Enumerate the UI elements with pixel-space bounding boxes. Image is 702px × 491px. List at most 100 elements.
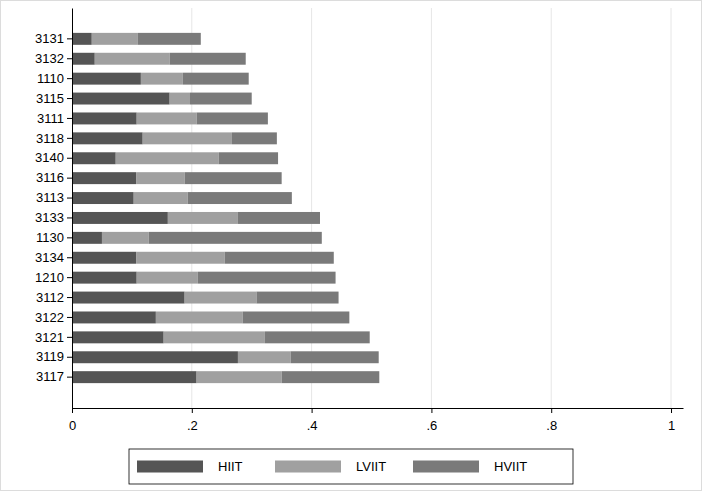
- legend-swatch: [137, 461, 203, 473]
- tick-label: 3117: [36, 369, 64, 384]
- tick-mark: [67, 158, 72, 159]
- tick: 3113: [36, 190, 72, 205]
- bars: [72, 33, 379, 383]
- chart: 0.2.4.6.81313131321110311531113118314031…: [0, 0, 702, 491]
- legend-swatch: [275, 461, 341, 473]
- bar: [102, 232, 149, 244]
- grid-line: [671, 8, 672, 408]
- tick: .2: [187, 408, 198, 433]
- bar: [72, 351, 238, 363]
- y-axis: 3131313211103115311131183140311631133133…: [35, 9, 72, 409]
- tick-mark: [67, 317, 72, 318]
- legend-label: HIIT: [218, 459, 243, 474]
- tick-mark: [67, 337, 72, 338]
- tick-label: 1110: [37, 71, 64, 86]
- tick-label: 3121: [35, 330, 64, 345]
- bar: [141, 73, 183, 85]
- bar: [72, 292, 185, 304]
- legend-swatch: [413, 461, 479, 473]
- tick: 3116: [36, 170, 72, 185]
- tick-label: 3134: [35, 250, 64, 265]
- legend: HIITLVIITHVIIT: [129, 449, 573, 484]
- bar: [238, 351, 291, 363]
- bar: [72, 272, 137, 284]
- bar: [197, 112, 268, 124]
- tick: 3115: [36, 91, 72, 106]
- bar: [291, 351, 379, 363]
- bar: [149, 232, 322, 244]
- bar: [170, 53, 246, 65]
- bar: [72, 73, 141, 85]
- tick: 3132: [35, 51, 72, 66]
- bar: [198, 272, 336, 284]
- tick: 3133: [35, 210, 72, 225]
- tick-label: 3111: [37, 111, 64, 126]
- tick-mark: [431, 408, 432, 413]
- tick-mark: [671, 408, 672, 413]
- tick-mark: [67, 38, 72, 39]
- tick: 1110: [37, 71, 72, 86]
- tick-label: 3118: [36, 131, 64, 146]
- bar: [72, 33, 92, 45]
- tick-mark: [67, 297, 72, 298]
- tick-mark: [312, 408, 313, 413]
- bar: [156, 311, 243, 323]
- bar: [134, 192, 188, 204]
- tick-mark: [67, 78, 72, 79]
- tick: 3119: [36, 349, 72, 364]
- tick-label: 1210: [35, 270, 64, 285]
- tick-mark: [67, 277, 72, 278]
- tick: 3140: [35, 150, 72, 165]
- bar: [72, 311, 156, 323]
- background: [1, 1, 702, 491]
- bar: [136, 252, 225, 264]
- tick-label: 3119: [36, 349, 64, 364]
- bar: [72, 371, 197, 383]
- bar: [116, 152, 219, 164]
- bar: [72, 232, 102, 244]
- tick: 3121: [35, 330, 72, 345]
- tick-mark: [67, 118, 72, 119]
- tick-label: .8: [546, 418, 557, 433]
- grid-line: [431, 8, 432, 408]
- grid: [192, 8, 671, 408]
- tick-mark: [67, 237, 72, 238]
- tick: 3122: [35, 310, 72, 325]
- bar: [164, 331, 265, 343]
- bar: [243, 311, 350, 323]
- bar: [183, 73, 249, 85]
- tick-label: .4: [307, 418, 318, 433]
- legend-label: LVIIT: [356, 459, 386, 474]
- tick: 0: [69, 408, 76, 433]
- grid-line: [191, 8, 192, 408]
- bar: [188, 192, 292, 204]
- x-axis: 0.2.4.6.81: [69, 408, 684, 433]
- bar: [256, 292, 338, 304]
- tick-label: 3132: [35, 51, 64, 66]
- grid-line: [311, 8, 312, 408]
- tick-label: 3133: [35, 210, 64, 225]
- bar: [72, 112, 137, 124]
- bar: [72, 192, 134, 204]
- tick-mark: [67, 98, 72, 99]
- bar: [168, 212, 238, 224]
- tick-label: 3113: [36, 190, 64, 205]
- tick-label: 0: [69, 418, 76, 433]
- tick-label: .6: [426, 418, 437, 433]
- tick: .8: [546, 408, 557, 433]
- bar: [170, 93, 190, 105]
- tick: .6: [426, 408, 437, 433]
- bar: [185, 292, 257, 304]
- legend-box: [129, 449, 573, 484]
- bar: [95, 53, 170, 65]
- tick: 3134: [35, 250, 72, 265]
- bar: [92, 33, 138, 45]
- tick: 3118: [36, 131, 72, 146]
- tick-mark: [67, 217, 72, 218]
- bar: [72, 132, 143, 144]
- tick-mark: [67, 198, 72, 199]
- tick-mark: [192, 408, 193, 413]
- bar: [137, 272, 198, 284]
- bar: [143, 132, 232, 144]
- bar: [225, 252, 334, 264]
